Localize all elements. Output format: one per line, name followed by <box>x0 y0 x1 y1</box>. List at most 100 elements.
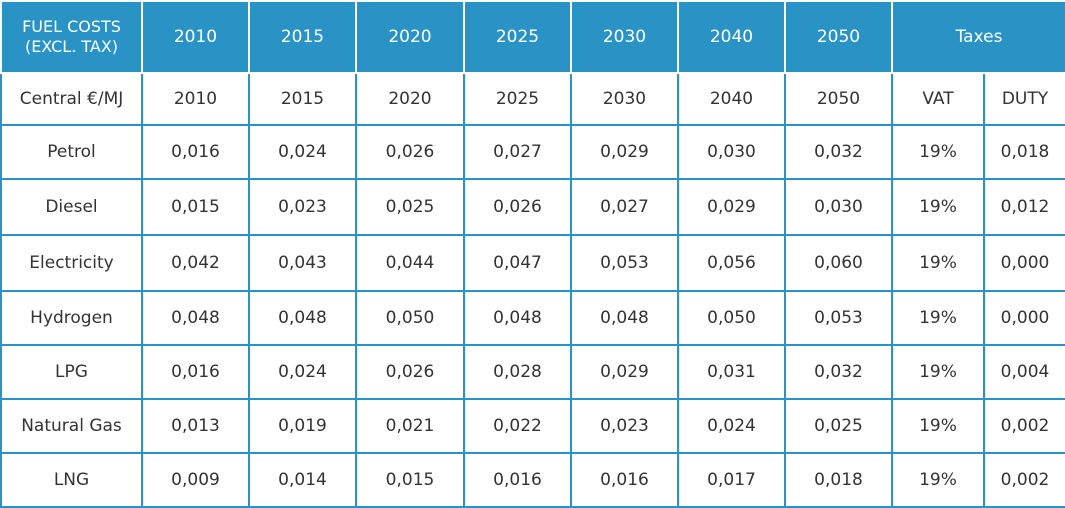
cost-cell: 0,025 <box>355 178 465 236</box>
subheader-row: Central €/MJ 2010 2015 2020 2025 2030 20… <box>0 72 1065 126</box>
header-year: 2050 <box>784 0 893 74</box>
vat-cell: 19% <box>891 452 985 508</box>
table-row: Diesel 0,015 0,023 0,025 0,026 0,027 0,029 0,03… <box>0 178 1065 236</box>
cost-cell: 0,028 <box>463 344 572 400</box>
cost-cell: 0,014 <box>248 452 357 508</box>
subheader-year: 2030 <box>570 72 679 126</box>
cost-cell: 0,050 <box>355 290 465 346</box>
vat-cell: 19% <box>891 234 985 292</box>
subheader-year: 2010 <box>141 72 250 126</box>
cost-cell: 0,024 <box>677 398 786 454</box>
cost-cell: 0,030 <box>784 178 893 236</box>
fuel-name-cell: LNG <box>0 452 143 508</box>
cost-cell: 0,044 <box>355 234 465 292</box>
subheader-year: 2020 <box>355 72 465 126</box>
cost-cell: 0,053 <box>784 290 893 346</box>
cost-cell: 0,056 <box>677 234 786 292</box>
cost-cell: 0,013 <box>141 398 250 454</box>
vat-cell: 19% <box>891 178 985 236</box>
table-row: LNG 0,009 0,014 0,015 0,016 0,016 0,017 0,018 19… <box>0 452 1065 508</box>
header-year: 2025 <box>463 0 572 74</box>
cost-cell: 0,026 <box>355 124 465 180</box>
table-row: LPG 0,016 0,024 0,026 0,028 0,029 0,031 0,032 19… <box>0 344 1065 400</box>
duty-cell: 0,002 <box>983 398 1065 454</box>
cost-cell: 0,022 <box>463 398 572 454</box>
duty-cell: 0,004 <box>983 344 1065 400</box>
subheader-year: 2040 <box>677 72 786 126</box>
header-year: 2010 <box>141 0 250 74</box>
vat-cell: 19% <box>891 398 985 454</box>
vat-cell: 19% <box>891 344 985 400</box>
cost-cell: 0,019 <box>248 398 357 454</box>
subheader-vat: VAT <box>891 72 985 126</box>
header-fuel-costs-line1: FUEL COSTS <box>22 17 121 36</box>
duty-cell: 0,000 <box>983 290 1065 346</box>
cost-cell: 0,048 <box>570 290 679 346</box>
cost-cell: 0,016 <box>463 452 572 508</box>
header-year: 2040 <box>677 0 786 74</box>
cost-cell: 0,017 <box>677 452 786 508</box>
cost-cell: 0,047 <box>463 234 572 292</box>
subheader-year: 2015 <box>248 72 357 126</box>
cost-cell: 0,021 <box>355 398 465 454</box>
duty-cell: 0,018 <box>983 124 1065 180</box>
header-fuel-costs: FUEL COSTS (EXCL. TAX) <box>0 0 143 74</box>
duty-cell: 0,000 <box>983 234 1065 292</box>
table-row: Petrol 0,016 0,024 0,026 0,027 0,029 0,030 0,03… <box>0 124 1065 180</box>
table-row: Electricity 0,042 0,043 0,044 0,047 0,053 0,05… <box>0 234 1065 292</box>
cost-cell: 0,027 <box>463 124 572 180</box>
cost-cell: 0,029 <box>677 178 786 236</box>
fuel-name-cell: Diesel <box>0 178 143 236</box>
cost-cell: 0,050 <box>677 290 786 346</box>
cost-cell: 0,048 <box>248 290 357 346</box>
duty-cell: 0,012 <box>983 178 1065 236</box>
cost-cell: 0,024 <box>248 124 357 180</box>
cost-cell: 0,026 <box>463 178 572 236</box>
vat-cell: 19% <box>891 124 985 180</box>
cost-cell: 0,016 <box>141 344 250 400</box>
header-fuel-costs-line2: (EXCL. TAX) <box>24 37 119 56</box>
cost-cell: 0,032 <box>784 344 893 400</box>
subheader-year: 2050 <box>784 72 893 126</box>
cost-cell: 0,029 <box>570 124 679 180</box>
cost-cell: 0,029 <box>570 344 679 400</box>
cost-cell: 0,032 <box>784 124 893 180</box>
cost-cell: 0,048 <box>141 290 250 346</box>
cost-cell: 0,027 <box>570 178 679 236</box>
duty-cell: 0,002 <box>983 452 1065 508</box>
cost-cell: 0,060 <box>784 234 893 292</box>
cost-cell: 0,023 <box>248 178 357 236</box>
header-year: 2020 <box>355 0 465 74</box>
header-year: 2015 <box>248 0 357 74</box>
fuel-name-cell: Hydrogen <box>0 290 143 346</box>
cost-cell: 0,015 <box>141 178 250 236</box>
cost-cell: 0,030 <box>677 124 786 180</box>
cost-cell: 0,053 <box>570 234 679 292</box>
fuel-name-cell: Natural Gas <box>0 398 143 454</box>
header-year: 2030 <box>570 0 679 74</box>
cost-cell: 0,023 <box>570 398 679 454</box>
vat-cell: 19% <box>891 290 985 346</box>
subheader-year: 2025 <box>463 72 572 126</box>
cost-cell: 0,025 <box>784 398 893 454</box>
cost-cell: 0,042 <box>141 234 250 292</box>
header-row: FUEL COSTS (EXCL. TAX) 2010 2015 2020 20… <box>0 0 1065 74</box>
cost-cell: 0,016 <box>570 452 679 508</box>
cost-cell: 0,015 <box>355 452 465 508</box>
cost-cell: 0,018 <box>784 452 893 508</box>
header-taxes: Taxes <box>891 0 1065 74</box>
cost-cell: 0,026 <box>355 344 465 400</box>
fuel-name-cell: Electricity <box>0 234 143 292</box>
cost-cell: 0,031 <box>677 344 786 400</box>
table-row: Hydrogen 0,048 0,048 0,050 0,048 0,048 0,050 0,… <box>0 290 1065 346</box>
table-row: Natural Gas 0,013 0,019 0,021 0,022 0,023 0,02… <box>0 398 1065 454</box>
cost-cell: 0,009 <box>141 452 250 508</box>
cost-cell: 0,016 <box>141 124 250 180</box>
cost-cell: 0,043 <box>248 234 357 292</box>
subheader-unit-label: Central €/MJ <box>0 72 143 126</box>
cost-cell: 0,024 <box>248 344 357 400</box>
fuel-name-cell: LPG <box>0 344 143 400</box>
subheader-duty: DUTY <box>983 72 1065 126</box>
cost-cell: 0,048 <box>463 290 572 346</box>
